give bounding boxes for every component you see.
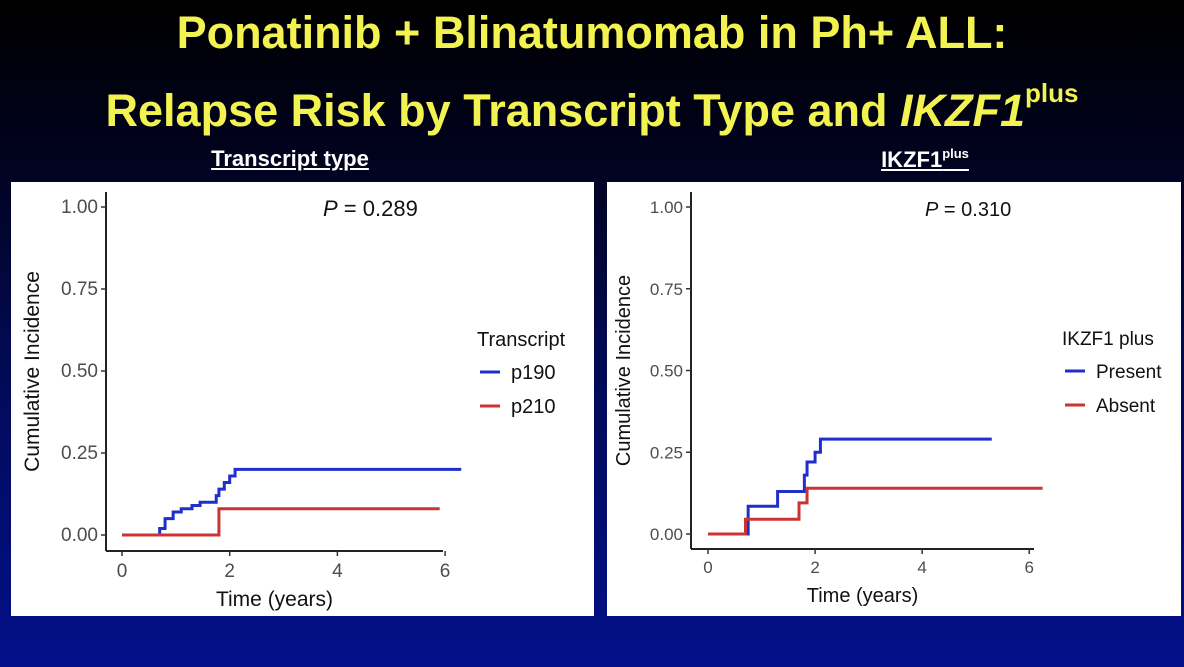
panel-title-left: Transcript type — [150, 146, 430, 172]
p-value-label: P = 0.310 — [925, 199, 1011, 221]
y-tick-label: 0.00 — [650, 525, 683, 544]
legend-title: Transcript — [477, 329, 566, 351]
p-symbol: P — [323, 196, 338, 221]
panel-title-right-text: IKZF1 — [881, 147, 943, 172]
x-tick-label: 2 — [810, 558, 819, 577]
p-value-number: = 0.310 — [938, 199, 1011, 221]
title-gene: IKZF1 — [899, 85, 1025, 136]
x-axis-label: Time (years) — [807, 585, 918, 607]
p-value-label: P = 0.289 — [323, 196, 418, 221]
x-tick-label: 0 — [703, 558, 712, 577]
y-tick-label: 0.75 — [61, 279, 98, 300]
x-tick-label: 2 — [224, 561, 235, 582]
chart-panel-right: 0.00 0.25 0.50 0.75 1.00 0 2 4 6 Time (years) Cumu… — [607, 182, 1181, 616]
chart-left: 0.00 0.25 0.50 0.75 1.00 0 2 4 6 Time (years) Cumu… — [21, 192, 566, 611]
y-tick-label: 1.00 — [650, 198, 683, 217]
y-axis-label: Cumulative Incidence — [21, 271, 44, 472]
y-axis-label: Cumulative Incidence — [613, 275, 635, 466]
series-line-present — [708, 437, 992, 536]
x-tick-label: 4 — [332, 561, 343, 582]
chart-right: 0.00 0.25 0.50 0.75 1.00 0 2 4 6 Time (years) Cumu… — [613, 192, 1162, 607]
legend-label-p190: p190 — [511, 362, 556, 384]
series-line-p190 — [122, 467, 462, 537]
y-tick-label: 0.50 — [650, 362, 683, 381]
series-line-p210 — [122, 507, 440, 537]
y-tick-label: 0.00 — [61, 525, 98, 546]
x-tick-label: 0 — [117, 561, 128, 582]
title-superscript: plus — [1025, 78, 1079, 108]
y-tick-label: 0.25 — [650, 443, 683, 462]
x-tick-label: 6 — [440, 561, 451, 582]
legend-title: IKZF1 plus — [1062, 329, 1154, 350]
series-line-absent — [708, 486, 1043, 536]
panel-title-right: IKZF1plus — [780, 146, 1070, 173]
y-tick-label: 0.75 — [650, 280, 683, 299]
x-axis-label: Time (years) — [216, 588, 333, 611]
panel-title-left-text: Transcript type — [211, 146, 369, 171]
title-line-2: Relapse Risk by Transcript Type and IKZF… — [0, 63, 1184, 141]
y-tick-label: 0.50 — [61, 361, 98, 382]
legend-label-present: Present — [1096, 362, 1162, 383]
x-tick-label: 6 — [1024, 558, 1033, 577]
y-tick-label: 0.25 — [61, 443, 98, 464]
title-line-1: Ponatinib + Blinatumomab in Ph+ ALL: — [176, 7, 1008, 58]
y-tick-label: 1.00 — [61, 197, 98, 218]
p-value-number: = 0.289 — [338, 196, 418, 221]
chart-panel-left: 0.00 0.25 0.50 0.75 1.00 0 2 4 6 Time (years) Cumu… — [11, 182, 594, 616]
x-tick-label: 4 — [917, 558, 926, 577]
legend-label-absent: Absent — [1096, 396, 1156, 417]
panel-title-right-sup: plus — [942, 146, 969, 161]
slide-title: Ponatinib + Blinatumomab in Ph+ ALL: Rel… — [0, 2, 1184, 141]
legend-label-p210: p210 — [511, 396, 556, 418]
title-line-2-text: Relapse Risk by Transcript Type and — [105, 85, 900, 136]
p-symbol: P — [925, 199, 939, 221]
